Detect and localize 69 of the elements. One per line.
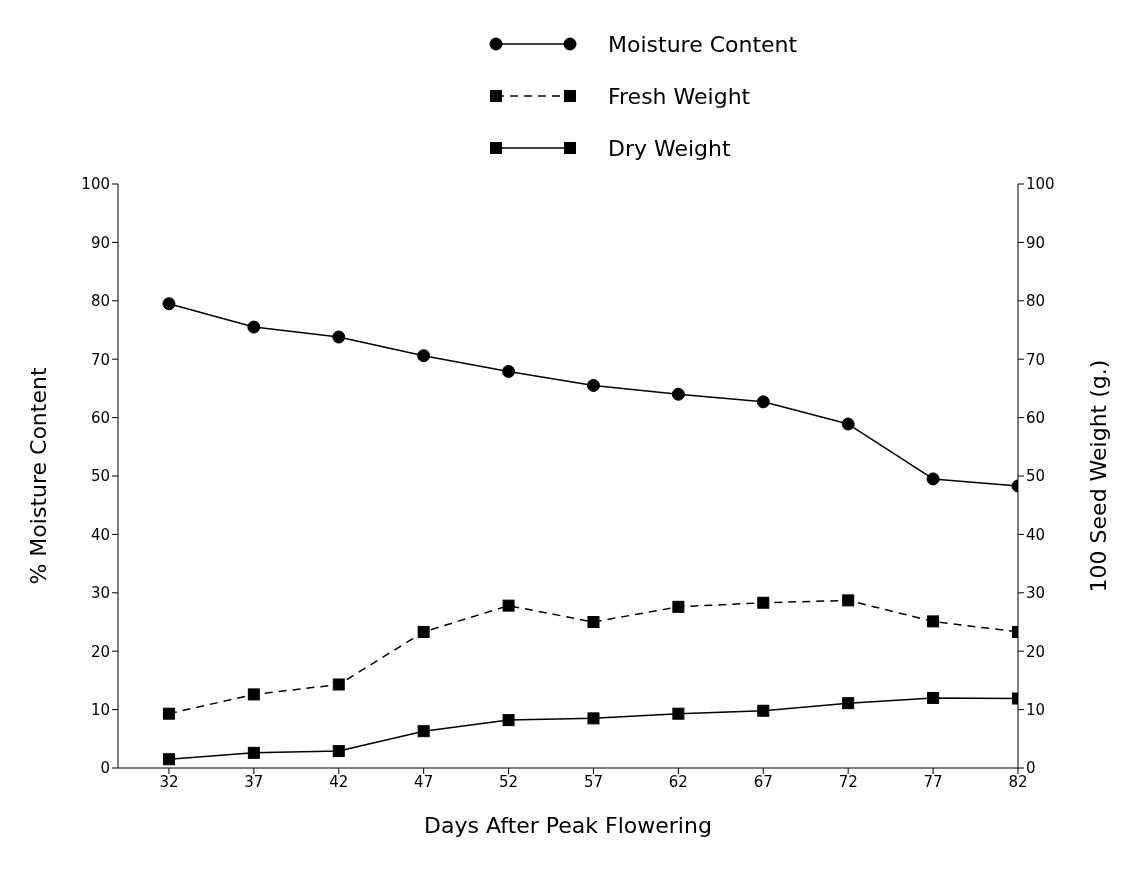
y-tick-label: 100 <box>81 175 110 194</box>
y-tick-label: 40 <box>90 525 110 544</box>
point <box>756 395 770 409</box>
y-tick-label: 70 <box>90 350 110 369</box>
y2-tick-label: 100 <box>1026 175 1055 194</box>
x-tick-label: 47 <box>414 772 434 791</box>
point <box>332 678 345 691</box>
point <box>671 387 685 401</box>
x-tick-label: 52 <box>499 772 519 791</box>
y-tick-label: 0 <box>100 759 110 778</box>
legend-label: Moisture Content <box>608 31 798 57</box>
point <box>417 625 430 638</box>
x-tick-label: 67 <box>753 772 773 791</box>
point <box>672 707 685 720</box>
point <box>162 297 176 311</box>
y-tick-label: 90 <box>90 233 110 252</box>
point <box>247 746 260 759</box>
point <box>162 707 175 720</box>
y-tick-label: 80 <box>90 292 110 311</box>
legend-label: Dry Weight <box>608 135 731 161</box>
x-tick-label: 42 <box>329 772 349 791</box>
point <box>842 594 855 607</box>
x-tick-label: 77 <box>923 772 943 791</box>
x-tick-label: 37 <box>244 772 264 791</box>
y-axis-title: % Moisture Content <box>25 367 51 585</box>
x-tick-label: 82 <box>1008 772 1028 791</box>
x-axis-title: Days After Peak Flowering <box>424 813 712 838</box>
point <box>502 599 515 612</box>
x-tick-label: 72 <box>838 772 858 791</box>
point <box>926 472 940 486</box>
point <box>417 349 431 363</box>
point <box>502 364 516 378</box>
y2-tick-label: 50 <box>1026 467 1046 486</box>
point <box>757 704 770 717</box>
y-tick-label: 50 <box>90 467 110 486</box>
y2-tick-label: 0 <box>1026 759 1036 778</box>
y-tick-label: 10 <box>90 700 110 719</box>
point <box>417 725 430 738</box>
point <box>757 596 770 609</box>
y2-tick-label: 30 <box>1026 584 1046 603</box>
y-tick-label: 30 <box>90 584 110 603</box>
point <box>672 600 685 613</box>
point <box>587 712 600 725</box>
point <box>927 691 940 704</box>
y2-axis-title: 100 Seed Weight (g.) <box>1085 359 1111 593</box>
y-tick-label: 20 <box>90 642 110 661</box>
y-tick-label: 60 <box>90 408 110 427</box>
point <box>927 615 940 628</box>
point <box>587 616 600 628</box>
point <box>586 378 600 392</box>
y2-tick-label: 70 <box>1026 350 1046 369</box>
y2-tick-label: 90 <box>1026 233 1046 252</box>
point <box>502 714 515 727</box>
y2-tick-label: 60 <box>1026 408 1046 427</box>
point <box>841 417 855 431</box>
point <box>332 745 345 758</box>
point <box>162 753 175 766</box>
y2-tick-label: 40 <box>1026 525 1046 544</box>
point <box>247 688 260 701</box>
y2-tick-label: 10 <box>1026 700 1046 719</box>
x-tick-label: 32 <box>159 772 179 791</box>
x-tick-label: 57 <box>583 772 604 791</box>
legend-label: Fresh Weight <box>608 83 751 109</box>
point <box>842 697 855 710</box>
y2-tick-label: 20 <box>1026 642 1046 661</box>
point <box>332 330 346 344</box>
point <box>247 320 261 334</box>
x-tick-label: 62 <box>668 772 688 791</box>
y2-tick-label: 80 <box>1026 292 1046 311</box>
